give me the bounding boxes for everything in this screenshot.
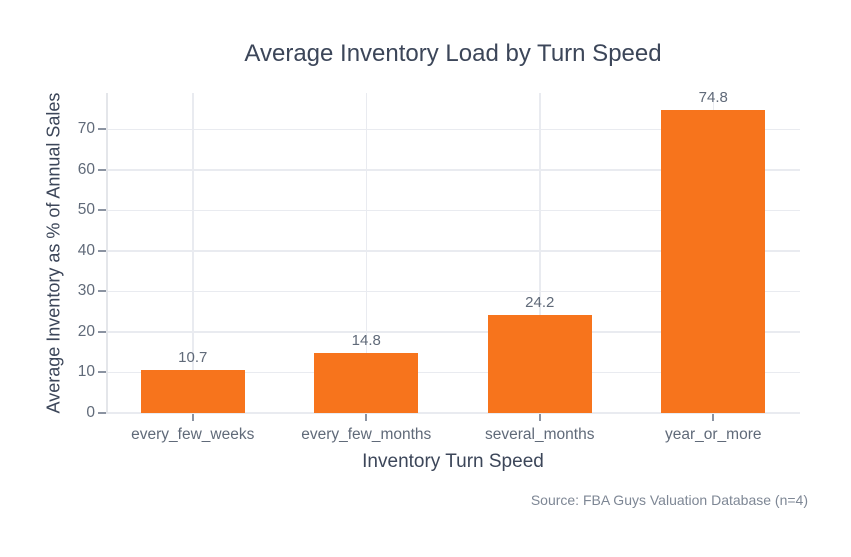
bar[interactable] [487, 314, 592, 413]
y-tick-mark [98, 209, 106, 212]
bar-value-label: 14.8 [351, 332, 381, 350]
h-gridline [106, 169, 800, 171]
y-tick-mark [98, 412, 106, 414]
y-tick-label: 70 [77, 120, 95, 138]
y-tick-label: 0 [86, 404, 95, 421]
x-tick-mark [191, 414, 194, 421]
y-tick-mark [98, 128, 106, 131]
y-tick-mark [98, 168, 106, 171]
v-gridline [539, 93, 541, 413]
y-tick-mark [98, 330, 106, 333]
h-gridline [106, 250, 800, 252]
h-gridline [106, 209, 800, 212]
source-note: Source: FBA Guys Valuation Database (n=4… [530, 492, 808, 508]
x-tick-mark [712, 414, 715, 421]
v-gridline [365, 93, 367, 413]
bar[interactable] [314, 353, 419, 413]
y-tick-mark [98, 249, 106, 252]
x-tick-mark [538, 414, 541, 421]
y-tick-mark [98, 371, 106, 374]
bar-value-label: 74.8 [698, 89, 728, 106]
x-tick-label: every_few_months [301, 426, 432, 443]
x-tick-label: several_months [485, 426, 595, 443]
x-axis-zero-line [106, 412, 800, 414]
x-axis-title: Inventory Turn Speed [362, 451, 544, 472]
h-gridline [106, 331, 800, 333]
y-tick-label: 30 [77, 282, 95, 300]
y-tick-label: 20 [77, 322, 95, 340]
y-tick-label: 10 [77, 363, 95, 381]
h-gridline [106, 290, 800, 293]
bar[interactable] [661, 110, 766, 413]
x-tick-label: year_or_more [665, 426, 762, 443]
x-tick-mark [365, 414, 368, 421]
y-axis-line [106, 93, 108, 413]
y-tick-label: 50 [77, 201, 95, 219]
bar-value-label: 24.2 [525, 293, 555, 311]
v-gridline [192, 93, 194, 413]
y-tick-mark [98, 290, 106, 293]
h-gridline [106, 128, 800, 131]
x-tick-label: every_few_weeks [131, 426, 255, 443]
y-tick-label: 60 [77, 160, 95, 178]
h-gridline [106, 371, 800, 374]
bar-value-label: 10.7 [178, 348, 208, 366]
chart-title: Average Inventory Load by Turn Speed [244, 40, 662, 67]
bar[interactable] [140, 369, 245, 413]
y-tick-label: 40 [77, 241, 95, 259]
